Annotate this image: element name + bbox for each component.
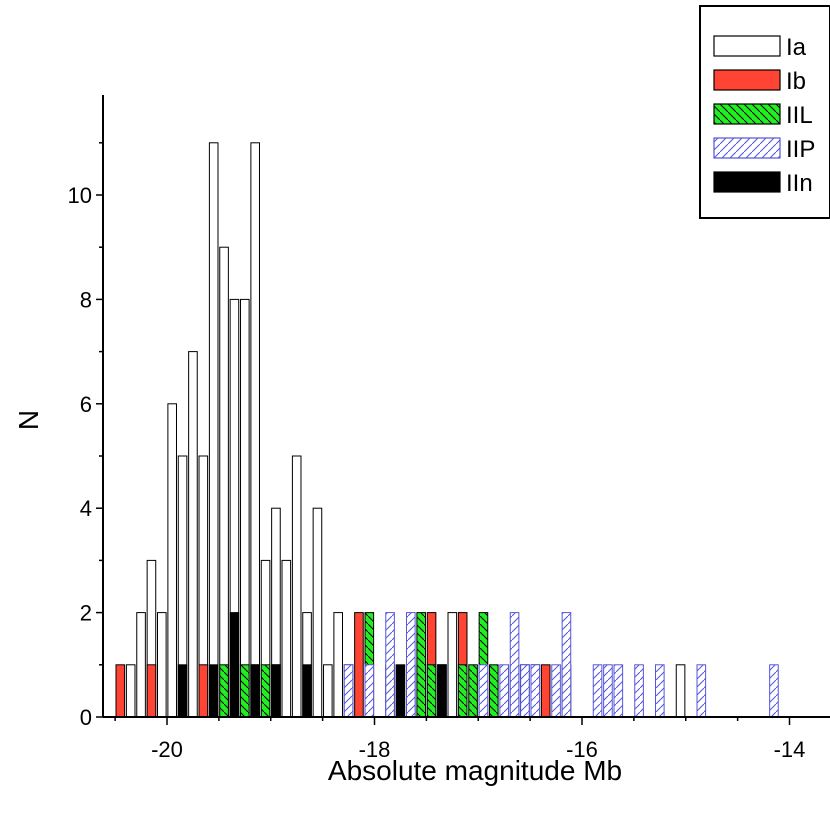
y-tick-label: 6	[80, 392, 92, 417]
y-tick-label: 4	[80, 496, 92, 521]
legend-label-iip: IIP	[786, 136, 815, 163]
bar-iil	[219, 664, 229, 718]
bar-iip	[343, 664, 354, 718]
x-ticks: -20 -18 -16 -14	[114, 717, 806, 762]
bar-ib	[198, 664, 209, 718]
bar-iip	[769, 664, 779, 718]
bar-iip	[613, 664, 624, 718]
bar-iip	[551, 664, 561, 718]
bar-ia	[447, 612, 458, 718]
legend-swatch-iip	[713, 137, 781, 159]
bar-ib	[115, 664, 126, 718]
bar-iip	[385, 612, 395, 718]
y-tick-label: 0	[80, 705, 92, 730]
bar-iip	[634, 664, 644, 718]
y-axis-title: N	[13, 410, 44, 430]
bars-layer	[115, 142, 779, 718]
bar-iil	[240, 664, 250, 718]
y-ticks: 0 2 4 6 8 10	[68, 142, 103, 730]
legend-swatch-iil	[713, 103, 781, 125]
bar-iil	[457, 664, 468, 718]
x-axis-title: Absolute magnitude Mb	[328, 755, 622, 786]
bar-iip	[499, 664, 509, 718]
legend-swatch-iin	[713, 171, 781, 193]
y-tick-label: 10	[68, 183, 92, 208]
bar-ib	[146, 664, 157, 718]
bar-iin	[437, 664, 447, 718]
bar-iip	[561, 612, 572, 718]
bar-ia	[125, 664, 136, 718]
bar-iin	[271, 664, 281, 718]
bar-ia	[675, 664, 686, 718]
bar-iil	[260, 664, 271, 718]
bar-iip	[520, 664, 530, 718]
bar-ib	[354, 612, 364, 718]
bar-iin	[395, 664, 406, 718]
bar-ia	[219, 246, 229, 718]
bar-iip	[406, 612, 416, 718]
bar-ia	[157, 612, 167, 718]
bar-iip	[603, 664, 613, 718]
legend-swatch-ib	[713, 69, 781, 91]
bar-iip	[530, 664, 541, 718]
x-tick-label: -16	[566, 737, 598, 762]
bar-iip	[509, 612, 520, 718]
bar-ia	[333, 612, 343, 718]
bar-ia	[136, 612, 146, 718]
legend: Ia Ib IIL IIP IIn	[699, 5, 830, 219]
bar-ia	[291, 455, 302, 718]
bar-ia	[281, 559, 292, 718]
bar-iip	[478, 664, 489, 718]
bar-iil	[416, 612, 426, 718]
bar-iip	[655, 664, 665, 718]
bar-iil	[468, 664, 478, 718]
bar-ia	[240, 298, 250, 718]
x-tick-label: -18	[359, 737, 391, 762]
bar-iin	[302, 664, 312, 718]
bar-ia	[323, 664, 333, 718]
legend-label-iil: IIL	[786, 102, 813, 129]
bar-iip	[592, 664, 603, 718]
bar-ia	[167, 403, 177, 718]
bar-iin	[229, 612, 240, 718]
bar-iip	[696, 664, 707, 718]
legend-swatch-ia	[713, 35, 781, 57]
bar-ia	[250, 142, 260, 718]
bar-ia	[312, 507, 323, 718]
y-tick-label: 8	[80, 287, 92, 312]
bar-iin	[177, 664, 188, 718]
bar-iin	[250, 664, 260, 718]
bar-iil	[426, 664, 437, 718]
bar-iip	[364, 664, 375, 718]
legend-label-ib: Ib	[786, 68, 806, 95]
legend-label-iin: IIn	[786, 170, 813, 197]
bar-ia	[208, 142, 219, 718]
bar-ib	[540, 664, 551, 718]
legend-label-ia: Ia	[786, 34, 807, 61]
x-tick-label: -14	[774, 737, 806, 762]
bar-iin	[208, 664, 219, 718]
bar-iil	[489, 664, 499, 718]
y-tick-label: 2	[80, 601, 92, 626]
bar-ia	[188, 351, 198, 718]
x-tick-label: -20	[151, 737, 183, 762]
